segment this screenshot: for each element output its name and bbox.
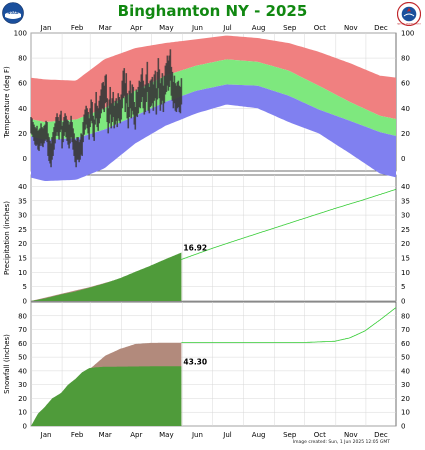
- y-tick-label-left: 50: [18, 354, 27, 362]
- month-label-top: Sep: [283, 24, 297, 32]
- y-tick-label-left: 60: [18, 340, 27, 348]
- y-tick-label-right: 0: [401, 155, 405, 163]
- normal-cumulative-line: [181, 188, 397, 260]
- month-label-bottom: Dec: [374, 431, 388, 439]
- month-label-bottom: Sep: [283, 431, 297, 439]
- y-tick-label-right: 15: [401, 255, 410, 263]
- y-tick-label-right: 10: [401, 269, 410, 277]
- chart-title: Binghamton NY - 2025: [117, 2, 308, 20]
- y-tick-label-left: 0: [23, 298, 27, 306]
- image-created-stamp: Image created: Sun, 1 Jun 2025 12:05 GMT: [292, 440, 390, 445]
- month-label-bottom: Feb: [71, 431, 84, 439]
- month-label-bottom: Jan: [40, 431, 52, 439]
- precip-grid: [30, 175, 396, 302]
- snow-ytd-label: 43.30: [183, 357, 207, 366]
- y-tick-label-right: 40: [401, 105, 410, 113]
- month-label-bottom: Oct: [314, 431, 326, 439]
- y-tick-label-left: 25: [18, 226, 27, 234]
- y-tick-label-right: 30: [401, 381, 410, 389]
- y-tick-label-left: 40: [18, 367, 27, 375]
- normal-temperature-band: [31, 59, 396, 140]
- temp-bands: [31, 35, 396, 181]
- month-label-bottom: Apr: [130, 431, 142, 439]
- y-tick-label-left: 40: [18, 183, 27, 191]
- y-tick-label-right: 80: [401, 55, 410, 63]
- y-tick-label-left: 0: [23, 155, 27, 163]
- month-label-top: Dec: [374, 24, 388, 32]
- month-label-top: Feb: [71, 24, 84, 32]
- y-tick-label-left: 35: [18, 197, 27, 205]
- temp-axis-label: Temperature (deg F): [3, 66, 11, 139]
- y-tick-label-left: 20: [18, 395, 27, 403]
- y-tick-label-left: 15: [18, 255, 27, 263]
- y-tick-label-right: 70: [401, 326, 410, 334]
- month-label-top: Jul: [222, 24, 232, 32]
- observed-cumulative-fill: [31, 252, 182, 301]
- y-tick-label-right: 0: [401, 423, 405, 431]
- y-tick-label-right: 10: [401, 409, 410, 417]
- noaa-logo-icon: NOAA: [2, 2, 24, 24]
- nws-logo-icon: NATIONAL WEATHER SERVICE: [397, 2, 421, 26]
- precip-areas: [31, 188, 397, 301]
- month-label-bottom: Nov: [344, 431, 358, 439]
- month-label-bottom: Mar: [99, 431, 112, 439]
- y-tick-label-right: 40: [401, 367, 410, 375]
- y-tick-label-right: 30: [401, 212, 410, 220]
- nws-logo-text: NATIONAL WEATHER SERVICE: [397, 22, 421, 25]
- snow-areas: [31, 307, 397, 426]
- precip-ytd-label: 16.92: [183, 244, 207, 253]
- normal-cumulative-line: [181, 307, 397, 344]
- y-tick-label-right: 0: [401, 298, 405, 306]
- month-label-top: Nov: [344, 24, 358, 32]
- y-tick-label-left: 80: [18, 55, 27, 63]
- y-tick-label-right: 25: [401, 226, 410, 234]
- record-high-band: [31, 35, 396, 123]
- y-tick-label-left: 30: [18, 381, 27, 389]
- month-label-top: Jun: [191, 24, 203, 32]
- y-tick-label-right: 20: [401, 395, 410, 403]
- month-label-bottom: Jun: [191, 431, 203, 439]
- y-tick-label-left: 80: [18, 312, 27, 320]
- month-label-top: Apr: [130, 24, 142, 32]
- y-tick-label-left: 60: [18, 80, 27, 88]
- snow-grid: [30, 302, 396, 427]
- month-label-top: Jan: [40, 24, 52, 32]
- y-tick-label-right: 35: [401, 197, 410, 205]
- y-tick-label-right: 50: [401, 354, 410, 362]
- y-tick-label-right: 80: [401, 312, 410, 320]
- y-tick-label-left: 0: [23, 423, 27, 431]
- month-label-bottom: May: [159, 431, 173, 439]
- y-tick-label-left: 20: [18, 130, 27, 138]
- y-tick-label-right: 20: [401, 130, 410, 138]
- y-tick-label-right: 100: [401, 30, 414, 38]
- y-tick-label-left: 20: [18, 240, 27, 248]
- y-tick-label-right: 60: [401, 340, 410, 348]
- y-tick-label-left: 40: [18, 105, 27, 113]
- month-label-bottom: Jul: [222, 431, 232, 439]
- y-tick-label-left: 5: [23, 283, 27, 291]
- y-tick-label-right: 40: [401, 183, 410, 191]
- month-label-bottom: Aug: [252, 431, 266, 439]
- y-tick-label-left: 30: [18, 212, 27, 220]
- record-low-band: [31, 84, 396, 181]
- daily-temperature-bars: [30, 49, 183, 168]
- month-label-top: May: [159, 24, 173, 32]
- month-label-top: Mar: [99, 24, 112, 32]
- y-tick-label-left: 10: [18, 409, 27, 417]
- precip-panel-frame: [30, 174, 397, 302]
- noaa-logo-text: NOAA: [8, 11, 19, 15]
- observed-cumulative-fill: [31, 366, 182, 426]
- y-tick-label-right: 60: [401, 80, 410, 88]
- month-label-top: Aug: [252, 24, 266, 32]
- snow-axis-label: Snowfall (inches): [3, 334, 11, 394]
- y-tick-label-left: 100: [14, 30, 27, 38]
- y-tick-label-right: 5: [401, 283, 405, 291]
- precip-axis-label: Precipitation (inches): [3, 201, 11, 275]
- month-label-top: Oct: [314, 24, 326, 32]
- y-tick-label-right: 20: [401, 240, 410, 248]
- y-tick-label-left: 70: [18, 326, 27, 334]
- y-tick-label-left: 10: [18, 269, 27, 277]
